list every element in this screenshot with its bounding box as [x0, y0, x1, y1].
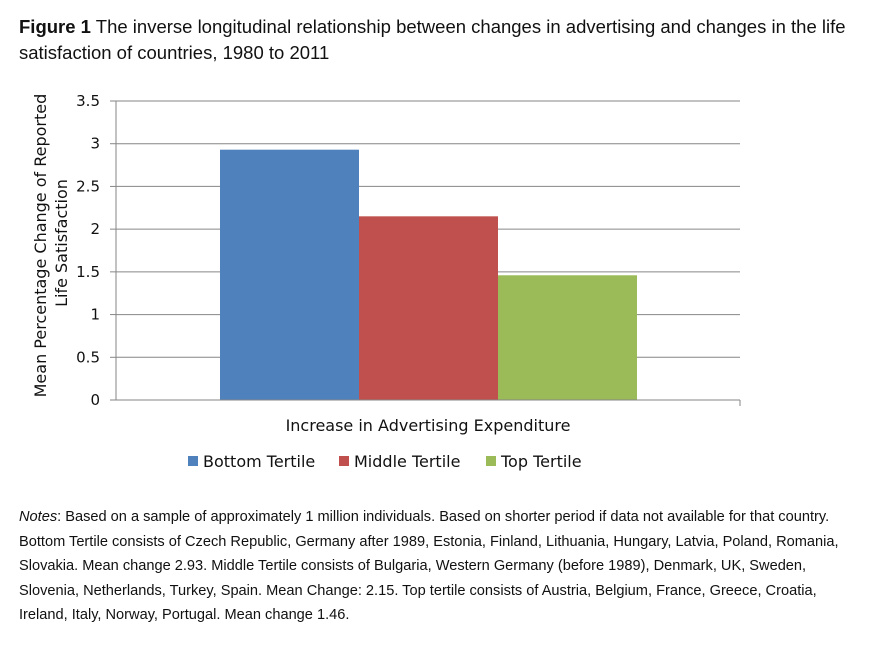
- legend-swatch: [188, 456, 198, 466]
- legend-label: Top Tertile: [500, 452, 582, 471]
- bar-middle-tertile: [359, 216, 498, 400]
- notes: Notes: Based on a sample of approximatel…: [19, 505, 859, 628]
- notes-label: Notes: [19, 509, 58, 525]
- legend-label: Middle Tertile: [354, 452, 460, 471]
- y-tick-label: 3.5: [76, 92, 100, 110]
- y-tick-label: 1: [90, 306, 100, 324]
- bars: [220, 149, 637, 400]
- legend-swatch: [486, 456, 496, 466]
- x-axis-label: Increase in Advertising Expenditure: [286, 416, 571, 435]
- y-axis-label-line-1: Mean Percentage Change of Reported: [31, 94, 50, 398]
- y-tick-label: 2.5: [76, 177, 100, 195]
- bar-chart: 0 0.5 1 1.5 2 2.5 3 3.5 Increase in Advertising…: [31, 89, 741, 471]
- notes-text: : Based on a sample of approximately 1 m…: [19, 509, 839, 623]
- y-tick-label: 0.5: [76, 348, 100, 366]
- figure-label: Figure 1: [19, 16, 91, 37]
- y-tick-label: 1.5: [76, 263, 100, 281]
- y-tick-label: 0: [90, 391, 100, 409]
- y-axis-label-line-2: Life Satisfaction: [52, 179, 71, 307]
- y-tick-label: 2: [90, 220, 100, 238]
- figure-caption: Figure 1 The inverse longitudinal relati…: [19, 14, 859, 66]
- bar-bottom-tertile: [220, 149, 359, 400]
- y-axis-label: Mean Percentage Change of Reported Life …: [31, 89, 71, 398]
- y-tick-labels: 0 0.5 1 1.5 2 2.5 3 3.5: [76, 92, 100, 409]
- legend-label: Bottom Tertile: [203, 452, 315, 471]
- figure-title: The inverse longitudinal relationship be…: [19, 16, 846, 63]
- legend-swatch: [339, 456, 349, 466]
- bar-top-tertile: [498, 275, 637, 400]
- legend: Bottom Tertile Middle Tertile Top Tertile: [188, 452, 582, 471]
- y-tick-label: 3: [90, 135, 100, 153]
